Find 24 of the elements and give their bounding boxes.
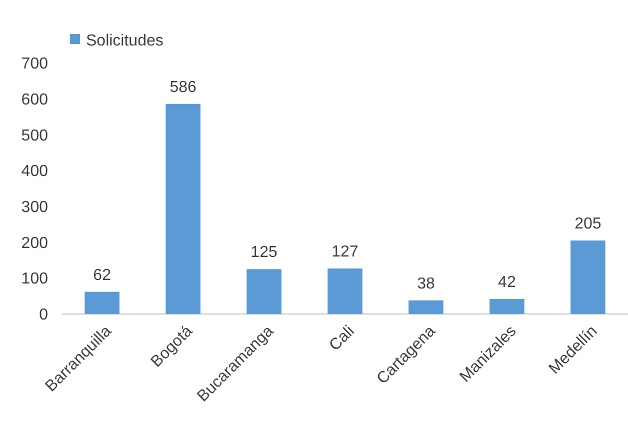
data-label: 586	[170, 78, 196, 96]
bar	[84, 292, 120, 314]
y-tick-label: 200	[21, 234, 48, 252]
bar	[490, 298, 524, 314]
y-tick-label: 700	[21, 56, 48, 73]
x-tick-label: Cali	[326, 322, 358, 354]
bar	[166, 104, 200, 314]
y-tick-label: 600	[21, 91, 48, 108]
data-label: 205	[574, 215, 602, 232]
bar	[570, 240, 606, 314]
y-tick-label: 500	[21, 127, 48, 144]
y-tick-label: 0	[39, 306, 48, 324]
data-label: 127	[332, 243, 358, 260]
bar	[408, 300, 444, 314]
y-tick-label: 100	[21, 270, 48, 288]
y-tick-label: 400	[21, 163, 48, 180]
data-label: 125	[250, 244, 278, 262]
data-label: 62	[93, 266, 112, 284]
bar	[328, 268, 362, 314]
data-label: 38	[417, 275, 435, 292]
data-label: 42	[498, 274, 516, 291]
y-tick-label: 300	[21, 199, 48, 216]
legend-label: Solicitudes	[86, 32, 164, 50]
bar	[246, 269, 282, 314]
